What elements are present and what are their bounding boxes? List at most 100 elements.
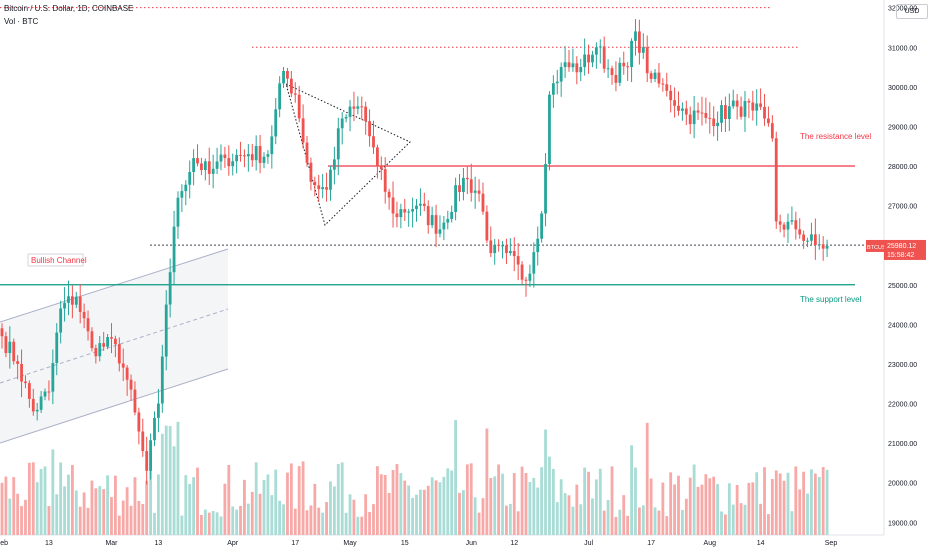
- candle: [395, 201, 399, 228]
- y-tick-label: 21000.00: [888, 441, 917, 448]
- candle-body: [540, 213, 544, 239]
- volume-bar: [278, 500, 282, 535]
- candle-body: [759, 103, 763, 107]
- candle-body: [59, 308, 63, 333]
- candle-body: [743, 101, 747, 117]
- volume-bar: [110, 497, 113, 535]
- candle-body: [348, 106, 352, 117]
- volume-bar: [661, 482, 665, 535]
- candle-body: [235, 154, 239, 162]
- volume-bar: [770, 479, 774, 535]
- volume-bar: [755, 472, 759, 535]
- candle-body: [786, 221, 790, 230]
- candle: [407, 208, 411, 227]
- candle-body: [164, 304, 168, 357]
- candle: [340, 112, 344, 145]
- candle: [727, 93, 731, 131]
- candle-body: [688, 114, 692, 125]
- candle: [113, 335, 117, 358]
- x-tick-label: 13: [155, 540, 163, 547]
- candle: [82, 303, 86, 329]
- candle-body: [262, 156, 266, 163]
- candle: [375, 144, 379, 179]
- candle: [688, 106, 692, 135]
- volume-bar: [239, 505, 242, 535]
- candle-body: [567, 62, 571, 68]
- candle-body: [67, 296, 70, 303]
- volume-bar: [673, 484, 676, 535]
- candle-body: [43, 391, 47, 397]
- volume-label: Vol · BTC: [4, 17, 39, 26]
- candle: [293, 82, 297, 103]
- candle: [172, 210, 176, 285]
- candle: [798, 218, 802, 239]
- candle-body: [39, 396, 43, 410]
- volume-bar: [763, 467, 766, 535]
- x-tick-label: 17: [291, 540, 299, 547]
- volume-bar: [227, 464, 231, 535]
- candle: [759, 88, 763, 111]
- candle: [368, 109, 371, 147]
- candle-body: [110, 337, 113, 339]
- candle: [497, 239, 501, 252]
- candle: [102, 331, 106, 351]
- volume-bar: [293, 508, 297, 535]
- currency-button[interactable]: USD: [896, 4, 928, 19]
- candle-body: [35, 409, 39, 412]
- volume-bar: [712, 476, 716, 535]
- candle-body: [505, 245, 508, 254]
- volume-bar: [559, 479, 563, 535]
- candle: [86, 310, 90, 341]
- candle: [278, 76, 282, 118]
- candle-body: [696, 110, 700, 113]
- volume-bar: [497, 464, 501, 535]
- volume-bar: [544, 429, 547, 535]
- candle-body: [465, 177, 469, 180]
- candle: [59, 300, 63, 344]
- volume-bar: [422, 489, 426, 535]
- volume-bar: [82, 492, 86, 535]
- candle-body: [192, 158, 196, 172]
- candle: [563, 46, 567, 78]
- x-tick-label: Jun: [466, 540, 477, 547]
- bullish-channel: [0, 248, 229, 444]
- candle-body: [481, 193, 485, 212]
- candle: [806, 237, 809, 248]
- volume-bar: [391, 469, 395, 535]
- volume-bar: [133, 477, 137, 535]
- volume-bar: [724, 514, 727, 535]
- candle: [430, 206, 434, 229]
- channel-lower-line: [0, 368, 229, 444]
- candle: [606, 59, 610, 79]
- candle: [313, 176, 317, 197]
- candle-body: [485, 211, 489, 241]
- candle-body: [98, 343, 102, 357]
- volume-bar: [12, 477, 16, 535]
- volume-bar: [352, 499, 356, 535]
- candle: [555, 69, 559, 95]
- volume-bar: [399, 472, 403, 535]
- candle: [411, 197, 414, 228]
- candle-body: [677, 105, 680, 111]
- candle: [39, 391, 43, 413]
- volume-bar: [508, 503, 512, 535]
- candle: [465, 166, 469, 195]
- candle: [532, 242, 536, 288]
- candle-body: [325, 187, 328, 190]
- volume-bar: [168, 426, 172, 535]
- volume-bar: [282, 504, 285, 535]
- candle-body: [634, 31, 637, 41]
- candle: [43, 388, 47, 401]
- candle: [735, 94, 739, 120]
- candle: [27, 380, 31, 408]
- candle: [575, 56, 579, 85]
- candle-body: [555, 81, 559, 84]
- volume-bar: [35, 482, 39, 535]
- candle-body: [375, 147, 379, 166]
- volume-bar: [747, 482, 751, 535]
- candle: [254, 135, 258, 171]
- volume-bar: [653, 507, 657, 535]
- volume-bar: [426, 485, 430, 535]
- volume-bar: [55, 494, 59, 535]
